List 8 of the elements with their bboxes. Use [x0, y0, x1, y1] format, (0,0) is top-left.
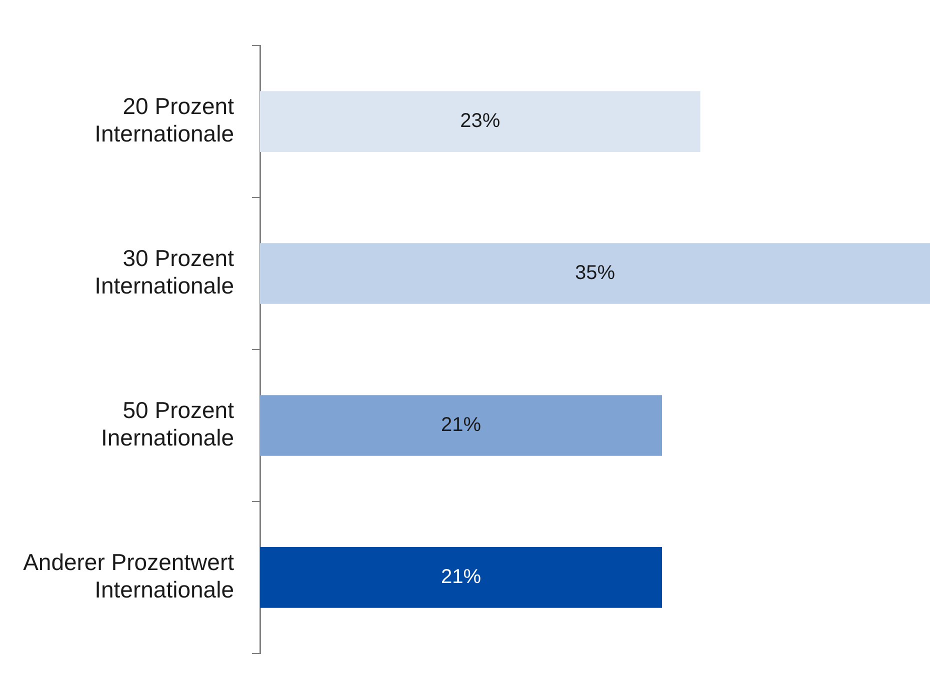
y-tick-label: 50 Prozent Inernationale	[101, 397, 235, 451]
y-tick-label: Anderer Prozentwert Internationale	[23, 548, 235, 603]
data-label: 21%	[440, 414, 482, 436]
y-tick-label: 30 Prozent Internationale	[94, 245, 235, 299]
y-tick-label: 20 Prozent Internationale	[94, 93, 235, 147]
data-label: 23%	[460, 110, 500, 132]
data-label: 35%	[574, 262, 616, 284]
data-label: 21%	[440, 566, 482, 588]
